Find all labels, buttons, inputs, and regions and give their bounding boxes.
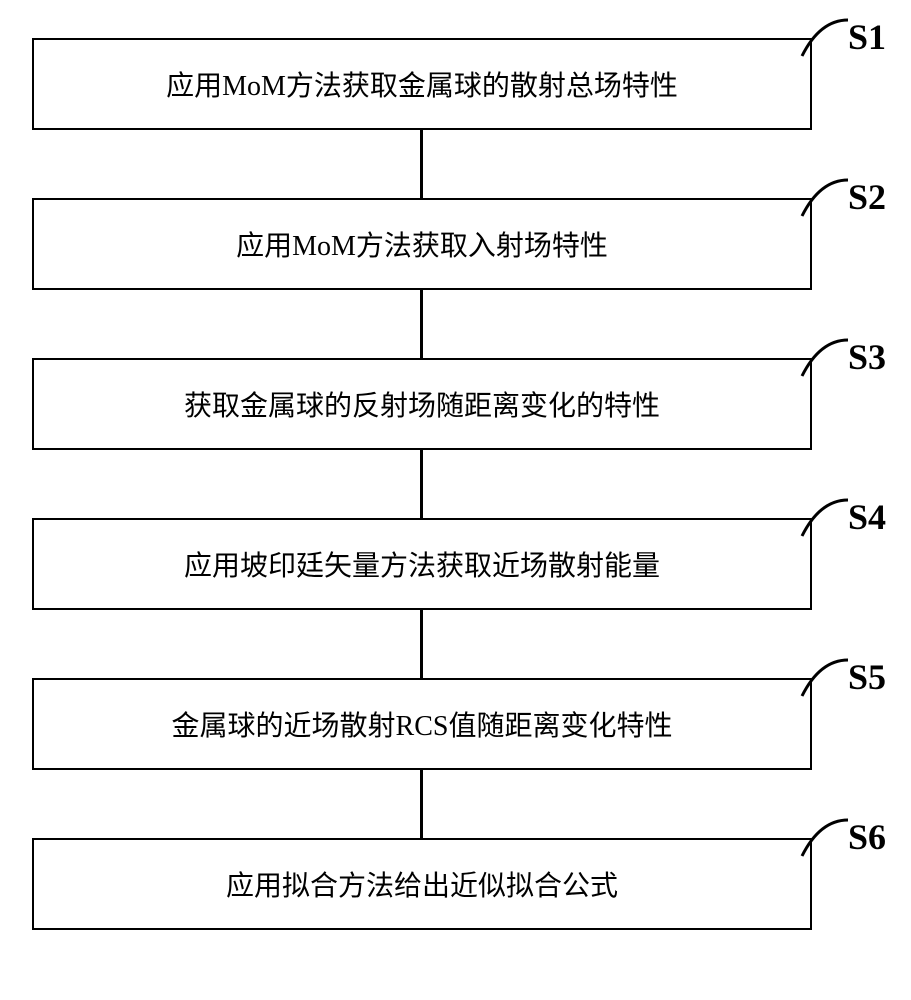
callout-arc-icon: [800, 658, 850, 698]
flowchart-canvas: 应用MoM方法获取金属球的散射总场特性 S1 应用MoM方法获取入射场特性 S2 获取金…: [0, 0, 911, 1000]
step-id-label: S4: [848, 496, 886, 538]
flow-step-label: 获取金属球的反射场随距离变化的特性: [184, 384, 660, 424]
flow-step-box: 应用拟合方法给出近似拟合公式: [32, 838, 812, 930]
flow-connector: [420, 610, 423, 678]
flow-connector: [420, 450, 423, 518]
callout-arc-icon: [800, 338, 850, 378]
flow-step-label: 金属球的近场散射RCS值随距离变化特性: [172, 704, 673, 744]
step-id-label: S2: [848, 176, 886, 218]
flow-step-box: 获取金属球的反射场随距离变化的特性: [32, 358, 812, 450]
flow-connector: [420, 290, 423, 358]
step-id-label: S3: [848, 336, 886, 378]
flow-step-box: 应用MoM方法获取金属球的散射总场特性: [32, 38, 812, 130]
flow-step-label: 应用MoM方法获取入射场特性: [236, 224, 608, 264]
flow-connector: [420, 770, 423, 838]
callout-arc-icon: [800, 818, 850, 858]
callout-arc-icon: [800, 498, 850, 538]
step-id-label: S5: [848, 656, 886, 698]
callout-arc-icon: [800, 178, 850, 218]
flow-step-box: 金属球的近场散射RCS值随距离变化特性: [32, 678, 812, 770]
step-id-label: S6: [848, 816, 886, 858]
flow-step-box: 应用坡印廷矢量方法获取近场散射能量: [32, 518, 812, 610]
callout-arc-icon: [800, 18, 850, 58]
flow-step-label: 应用坡印廷矢量方法获取近场散射能量: [184, 544, 660, 584]
flow-step-box: 应用MoM方法获取入射场特性: [32, 198, 812, 290]
flow-step-label: 应用拟合方法给出近似拟合公式: [226, 864, 618, 904]
step-id-label: S1: [848, 16, 886, 58]
flow-step-label: 应用MoM方法获取金属球的散射总场特性: [166, 64, 678, 104]
flow-connector: [420, 130, 423, 198]
